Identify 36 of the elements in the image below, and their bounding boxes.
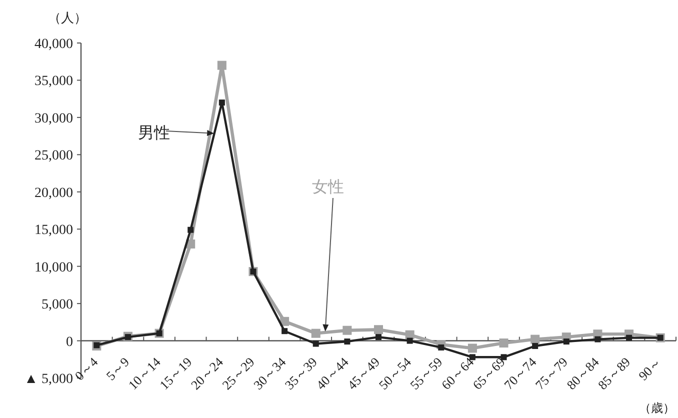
point	[188, 226, 194, 233]
legend-label: 男性	[138, 123, 170, 142]
y-tick-label: 5,000	[42, 298, 73, 313]
point	[530, 334, 540, 344]
y-tick-label: 35,000	[34, 74, 73, 90]
point	[438, 344, 444, 350]
point	[217, 60, 226, 70]
point	[374, 325, 383, 334]
point	[626, 334, 632, 341]
point	[532, 342, 538, 349]
point	[376, 334, 382, 340]
point	[282, 328, 288, 334]
point	[218, 100, 225, 106]
point	[594, 336, 601, 342]
y-tick-label: 15,000	[34, 223, 73, 238]
y-tick-label: 25,000	[34, 148, 73, 164]
point	[342, 326, 352, 335]
point	[344, 338, 350, 345]
x-tick-label: 0～4	[72, 354, 102, 384]
y-tick-label: 40,000	[34, 37, 73, 52]
x-axis-title: （歳）	[639, 401, 675, 415]
text: 女性	[312, 177, 344, 196]
y-tick-label: 0	[66, 334, 73, 350]
y-tick-label: 10,000	[34, 260, 73, 276]
point	[468, 344, 477, 353]
point	[312, 340, 319, 347]
y-tick-label: 30,000	[34, 111, 73, 126]
point	[124, 334, 131, 340]
point	[311, 328, 320, 338]
y-axis-title: （人）	[48, 10, 87, 25]
x-tick-label: 90～	[635, 354, 664, 384]
point	[499, 338, 508, 348]
point	[563, 338, 570, 345]
y-tick-label: 20,000	[34, 186, 73, 201]
point	[406, 338, 413, 344]
y-tick-label: ▲ 5,000	[24, 372, 73, 387]
